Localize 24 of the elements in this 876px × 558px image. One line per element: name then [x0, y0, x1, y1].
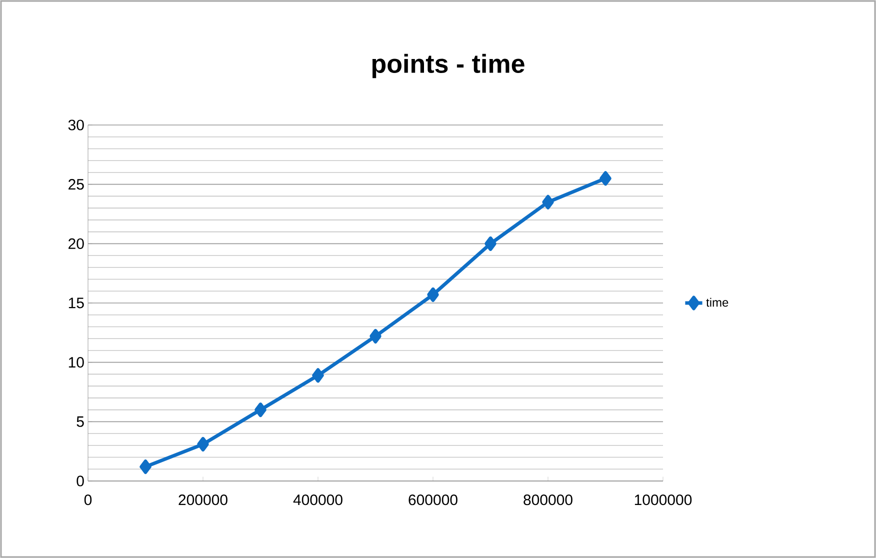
point [542, 194, 554, 210]
x-tick-label: 400000 [293, 494, 342, 506]
y-tick-label: 15 [68, 298, 84, 308]
point [140, 460, 152, 474]
y-tick-label: 20 [68, 238, 84, 249]
point [484, 236, 496, 251]
point [600, 171, 612, 186]
x-tick-label: 1000000 [634, 494, 692, 506]
point [197, 436, 209, 452]
point [312, 368, 324, 383]
y-tick-label: 10 [68, 357, 84, 368]
y-tick-label: 5 [76, 416, 84, 427]
x-tick-label: 0 [84, 494, 92, 506]
x-tick-label: 600000 [408, 494, 458, 506]
x-tick-label: 800000 [524, 494, 572, 506]
y-tick-label: 0 [76, 476, 84, 486]
point [254, 402, 266, 418]
y-tick-label: 30 [68, 120, 84, 130]
y-tick-label: 25 [68, 179, 84, 190]
chart-title: points - time [372, 54, 524, 78]
x-tick-label: 200000 [178, 494, 228, 506]
legend-label: time [706, 298, 728, 307]
point [370, 328, 382, 344]
point [427, 287, 439, 302]
